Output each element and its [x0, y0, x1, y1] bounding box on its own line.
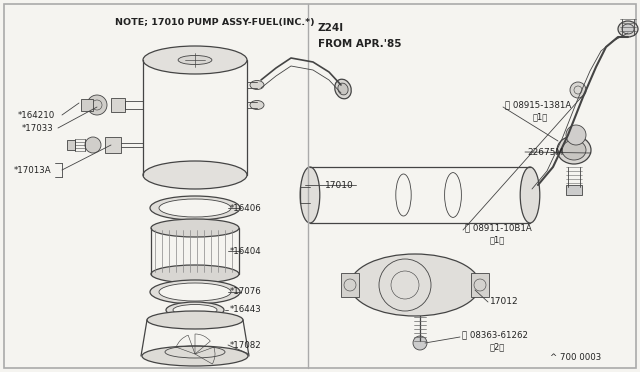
- Ellipse shape: [151, 219, 239, 237]
- Text: 17010: 17010: [325, 180, 354, 189]
- Text: *16404: *16404: [230, 247, 262, 256]
- Ellipse shape: [300, 167, 320, 223]
- Text: *17082: *17082: [230, 340, 262, 350]
- Text: 17012: 17012: [490, 298, 518, 307]
- Ellipse shape: [562, 140, 586, 160]
- Ellipse shape: [178, 55, 212, 65]
- Ellipse shape: [147, 311, 243, 329]
- Ellipse shape: [150, 196, 240, 220]
- Ellipse shape: [151, 265, 239, 283]
- Circle shape: [566, 125, 586, 145]
- Ellipse shape: [250, 80, 264, 90]
- Bar: [105, 137, 121, 153]
- Text: *17013A: *17013A: [14, 166, 52, 174]
- Text: Ⓦ 08915-1381A: Ⓦ 08915-1381A: [505, 100, 572, 109]
- Text: *164210: *164210: [18, 110, 55, 119]
- Ellipse shape: [142, 346, 248, 366]
- Circle shape: [87, 95, 107, 115]
- Bar: [566, 185, 582, 195]
- Ellipse shape: [335, 79, 351, 99]
- Text: Z24I: Z24I: [318, 23, 344, 33]
- Ellipse shape: [159, 283, 231, 301]
- Ellipse shape: [143, 161, 247, 189]
- Bar: [341, 273, 359, 297]
- Ellipse shape: [159, 199, 231, 217]
- Text: （1）: （1）: [533, 112, 548, 122]
- Text: ^ 700 0003: ^ 700 0003: [550, 353, 601, 362]
- Text: *16443: *16443: [230, 305, 262, 314]
- Text: FROM APR.'85: FROM APR.'85: [318, 39, 401, 49]
- Ellipse shape: [622, 24, 634, 34]
- Ellipse shape: [150, 280, 240, 304]
- Bar: [471, 273, 489, 297]
- Ellipse shape: [250, 100, 264, 109]
- Text: Ⓢ 08363-61262: Ⓢ 08363-61262: [462, 330, 528, 340]
- Ellipse shape: [618, 21, 638, 37]
- Bar: [111, 98, 125, 112]
- Circle shape: [570, 82, 586, 98]
- Circle shape: [85, 137, 101, 153]
- Text: 22675M: 22675M: [527, 148, 563, 157]
- Text: Ⓝ 08911-10B1A: Ⓝ 08911-10B1A: [465, 224, 532, 232]
- Text: （1）: （1）: [490, 235, 505, 244]
- Ellipse shape: [143, 46, 247, 74]
- Ellipse shape: [557, 136, 591, 164]
- Ellipse shape: [520, 167, 540, 223]
- Bar: [81, 99, 93, 111]
- Ellipse shape: [350, 254, 480, 316]
- Ellipse shape: [166, 302, 224, 318]
- Text: NOTE; 17010 PUMP ASSY-FUEL(INC.*): NOTE; 17010 PUMP ASSY-FUEL(INC.*): [115, 17, 315, 26]
- Bar: [67, 140, 75, 150]
- Text: *17033: *17033: [22, 124, 54, 132]
- Circle shape: [413, 336, 427, 350]
- Text: *16406: *16406: [230, 203, 262, 212]
- Text: *17076: *17076: [230, 288, 262, 296]
- Ellipse shape: [338, 83, 348, 95]
- Ellipse shape: [173, 305, 217, 315]
- Text: （2）: （2）: [490, 343, 505, 352]
